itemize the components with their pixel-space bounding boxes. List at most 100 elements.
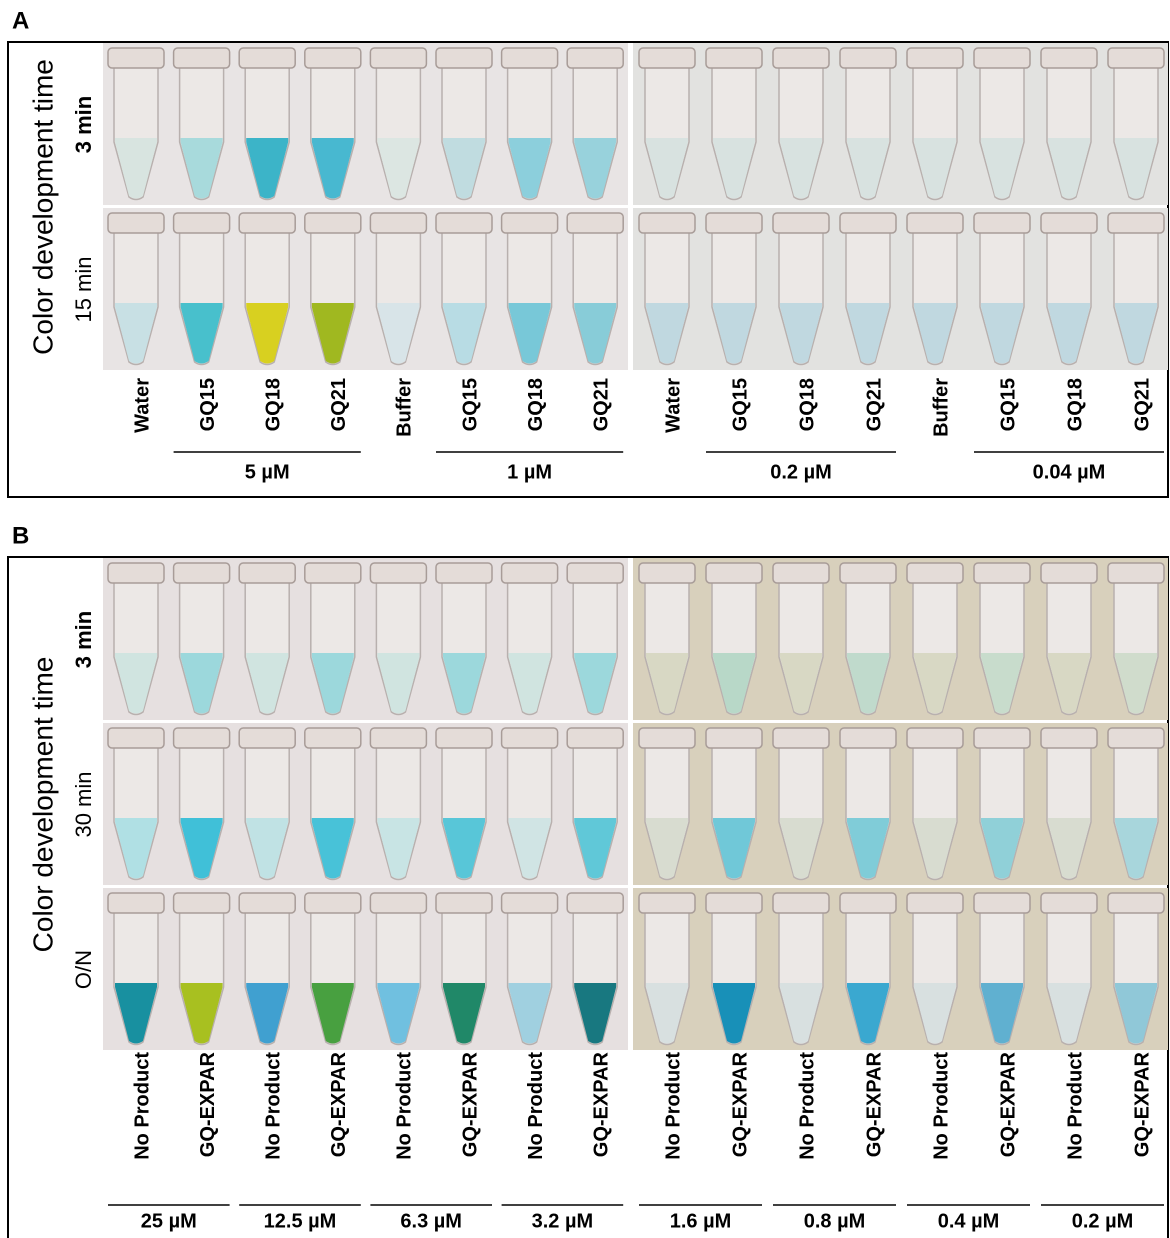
- tube-cap: [773, 728, 829, 748]
- group-label: 25 µM: [141, 1210, 197, 1232]
- tube-cap: [907, 213, 963, 233]
- tube-cap: [436, 213, 492, 233]
- tube-cap: [639, 728, 695, 748]
- row-label: 3 min: [71, 96, 96, 153]
- tube-label: GQ-EXPAR: [328, 1051, 350, 1157]
- tube-cap: [305, 893, 361, 913]
- row-label: 15 min: [71, 256, 96, 322]
- tube-cap: [502, 48, 558, 68]
- group-label: 6.3 µM: [400, 1210, 462, 1232]
- tube-cap: [305, 48, 361, 68]
- figure: A Color development time 3 min 15 min Water G…: [0, 0, 1170, 1238]
- tube-cap: [239, 213, 295, 233]
- tube-cap: [974, 563, 1030, 583]
- group-label: 0.4 µM: [938, 1210, 1000, 1232]
- tube-cap: [436, 728, 492, 748]
- tube-cap: [639, 563, 695, 583]
- tube-cap: [773, 213, 829, 233]
- tube-label: GQ21: [863, 378, 885, 431]
- tube-cap: [974, 48, 1030, 68]
- tube-cap: [1108, 893, 1164, 913]
- tube-cap: [239, 893, 295, 913]
- group-label: 3.2 µM: [532, 1210, 594, 1232]
- group-label: 0.2 µM: [770, 461, 832, 483]
- tube-label: GQ-EXPAR: [459, 1051, 481, 1157]
- tube-label: No Product: [796, 1052, 818, 1160]
- tube-label: No Product: [662, 1052, 684, 1160]
- tube-cap: [370, 893, 426, 913]
- tube-cap: [907, 563, 963, 583]
- tube-cap: [1041, 48, 1097, 68]
- tube-label: Water: [131, 378, 153, 433]
- tube-cap: [706, 563, 762, 583]
- tube-label: GQ18: [1064, 378, 1086, 431]
- tube-cap: [1041, 893, 1097, 913]
- tube-cap: [370, 728, 426, 748]
- tube-cap: [502, 213, 558, 233]
- tube-label: GQ-EXPAR: [1131, 1051, 1153, 1157]
- tube-label: No Product: [394, 1052, 416, 1160]
- tube-label: GQ15: [997, 378, 1019, 431]
- tube-cap: [840, 563, 896, 583]
- panel-label: B: [12, 522, 29, 549]
- tube-cap: [907, 728, 963, 748]
- tube-cap: [174, 563, 230, 583]
- tube-cap: [974, 213, 1030, 233]
- tube-label: GQ15: [459, 378, 481, 431]
- tube-label: GQ-EXPAR: [197, 1051, 219, 1157]
- tube-cap: [108, 48, 164, 68]
- tube-cap: [1108, 728, 1164, 748]
- tube-label: No Product: [525, 1052, 547, 1160]
- tube-cap: [567, 728, 623, 748]
- tube-cap: [370, 213, 426, 233]
- tube-cap: [974, 728, 1030, 748]
- tube-cap: [773, 893, 829, 913]
- tube-cap: [639, 48, 695, 68]
- tube-cap: [840, 728, 896, 748]
- tube-cap: [706, 728, 762, 748]
- tube-cap: [502, 563, 558, 583]
- tube-label: GQ-EXPAR: [590, 1051, 612, 1157]
- tube-cap: [773, 563, 829, 583]
- tube-cap: [567, 213, 623, 233]
- tube-cap: [567, 563, 623, 583]
- tube-cap: [108, 563, 164, 583]
- tube-cap: [174, 48, 230, 68]
- tube-cap: [706, 48, 762, 68]
- group-label: 0.8 µM: [804, 1210, 866, 1232]
- group-label: 1.6 µM: [670, 1210, 732, 1232]
- row-label: 30 min: [71, 771, 96, 837]
- panel-label: A: [12, 7, 29, 34]
- row-label: 3 min: [71, 611, 96, 668]
- tube-cap: [840, 893, 896, 913]
- tube-label: GQ-EXPAR: [729, 1051, 751, 1157]
- tube-label: No Product: [131, 1052, 153, 1160]
- tube-cap: [706, 213, 762, 233]
- tube-cap: [502, 728, 558, 748]
- tube-cap: [108, 893, 164, 913]
- tube-cap: [108, 213, 164, 233]
- tube-cap: [706, 893, 762, 913]
- tube-cap: [907, 893, 963, 913]
- tube-label: GQ21: [328, 378, 350, 431]
- tube-cap: [1041, 563, 1097, 583]
- y-axis-title: Color development time: [27, 59, 58, 355]
- tube-cap: [840, 213, 896, 233]
- tube-cap: [1108, 213, 1164, 233]
- tube-cap: [1108, 563, 1164, 583]
- tube-cap: [108, 728, 164, 748]
- tube-cap: [239, 728, 295, 748]
- tube-cap: [305, 563, 361, 583]
- tube-cap: [1108, 48, 1164, 68]
- tube-cap: [239, 48, 295, 68]
- tube-label: GQ18: [525, 378, 547, 431]
- group-label: 1 µM: [507, 461, 552, 483]
- tube-label: No Product: [930, 1052, 952, 1160]
- tube-cap: [502, 893, 558, 913]
- tube-cap: [436, 563, 492, 583]
- tube-cap: [436, 48, 492, 68]
- tube-cap: [305, 213, 361, 233]
- tube-cap: [436, 893, 492, 913]
- tube-cap: [567, 48, 623, 68]
- tube-cap: [370, 48, 426, 68]
